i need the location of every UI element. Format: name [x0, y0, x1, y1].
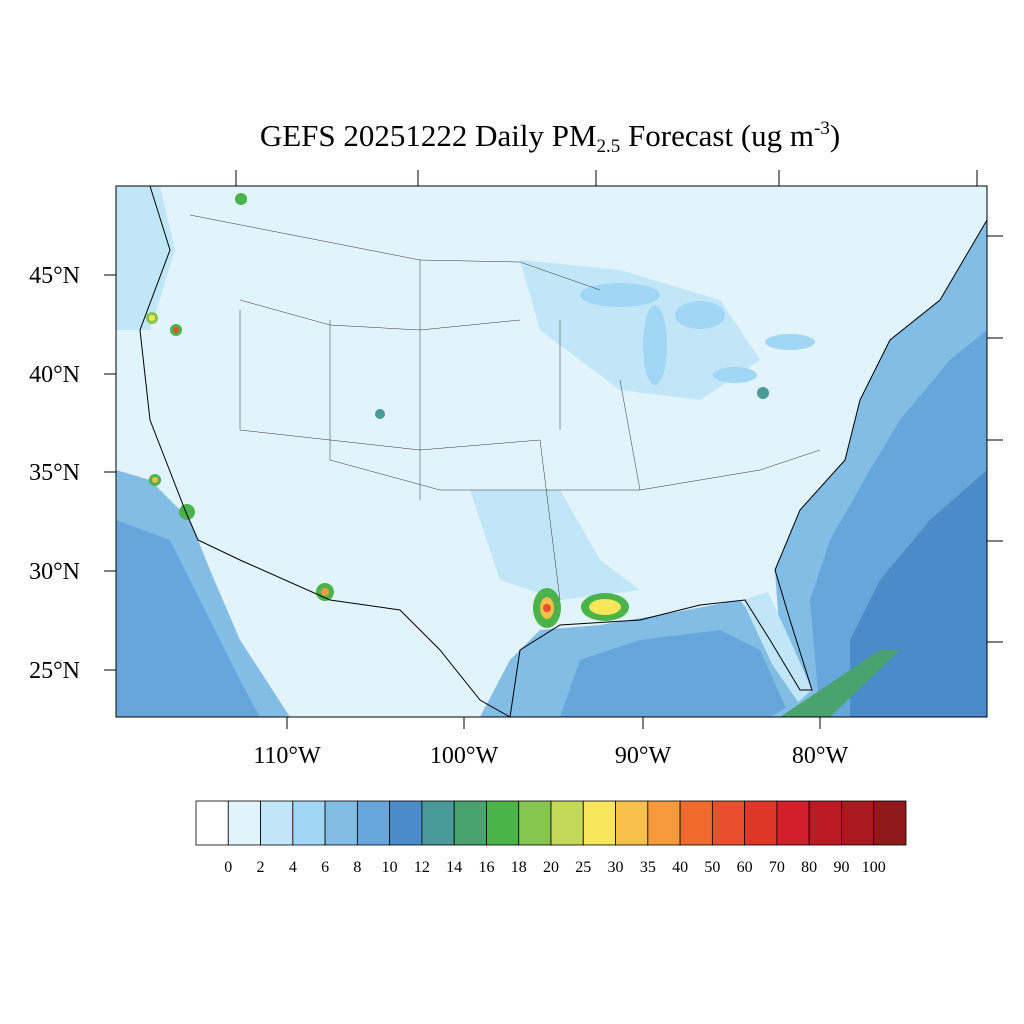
- lat-label: 45°N: [29, 263, 80, 289]
- colorbar-box: [421, 800, 455, 846]
- colorbar-box: [453, 800, 487, 846]
- colorbar-label: 6: [321, 859, 329, 876]
- colorbar-box: [356, 800, 391, 846]
- colorbar-label: 30: [608, 859, 624, 876]
- title-sup: -3: [814, 118, 830, 139]
- colorbar-label: 35: [640, 859, 656, 876]
- colorbar-label: 60: [737, 859, 753, 876]
- colorbar-box: [227, 800, 261, 846]
- lat-label: 30°N: [29, 559, 80, 585]
- colorbar-box: [841, 800, 875, 846]
- colorbar-box: [711, 800, 746, 846]
- colorbar-box: [679, 800, 713, 846]
- colorbar-label: 25: [575, 859, 591, 876]
- colorbar-box: [873, 800, 907, 846]
- axis-labels: 45°N 40°N 35°N 30°N 25°N 110°W 100°W 90°W 80°W: [29, 263, 848, 769]
- colorbar-box: [486, 800, 520, 846]
- colorbar-label: 20: [543, 859, 559, 876]
- map: [116, 186, 987, 717]
- colorbar-box: [195, 800, 229, 846]
- title-sub: 2.5: [597, 136, 621, 157]
- colorbar-box: [324, 800, 358, 846]
- colorbar-box: [550, 800, 584, 846]
- colorbar-label: 12: [414, 859, 430, 876]
- colorbar-label: 90: [833, 859, 849, 876]
- colorbar-box: [292, 800, 326, 846]
- colorbar-label: 10: [382, 859, 398, 876]
- lat-label: 35°N: [29, 460, 80, 486]
- colorbar-label: 14: [446, 859, 462, 876]
- lon-label: 80°W: [792, 743, 849, 769]
- title-main: GEFS 20251222 Daily PM: [260, 118, 597, 153]
- colorbar-label: 2: [257, 859, 265, 876]
- title-end: ): [830, 118, 840, 153]
- title-mid: Forecast (ug m: [620, 118, 814, 153]
- colorbar-label: 70: [769, 859, 785, 876]
- colorbar-label: 50: [704, 859, 720, 876]
- colorbar-box: [582, 800, 616, 846]
- colorbar-label: 40: [672, 859, 688, 876]
- colorbar-box: [744, 800, 778, 846]
- colorbar-box: [808, 800, 842, 846]
- colorbar-box: [260, 800, 294, 846]
- ticks: [104, 170, 1003, 729]
- map-frame: [115, 185, 988, 718]
- colorbar-label: 8: [353, 859, 361, 876]
- colorbar-label: 80: [801, 859, 817, 876]
- colorbar-box: [647, 800, 681, 846]
- colorbar-label: 100: [862, 859, 886, 876]
- lat-label: 25°N: [29, 658, 80, 684]
- lon-label: 110°W: [253, 743, 321, 769]
- colorbar-box: [518, 800, 552, 846]
- colorbar-label: 4: [289, 859, 297, 876]
- lat-label: 40°N: [29, 362, 80, 388]
- colorbar-box: [615, 800, 649, 846]
- colorbar-label: 16: [478, 859, 494, 876]
- lon-label: 90°W: [615, 743, 672, 769]
- colorbar: 0 2 4 6 8 10 12 14 16 18 20 25 30 35 40 50 60 70 80 90 100: [195, 800, 907, 876]
- colorbar-box: [776, 800, 810, 846]
- lon-label: 100°W: [430, 743, 499, 769]
- title: GEFS 20251222 Daily PM2.5 Forecast (ug m…: [260, 118, 840, 157]
- colorbar-label: 0: [224, 859, 232, 876]
- colorbar-label: 18: [511, 859, 527, 876]
- colorbar-box: [389, 800, 423, 846]
